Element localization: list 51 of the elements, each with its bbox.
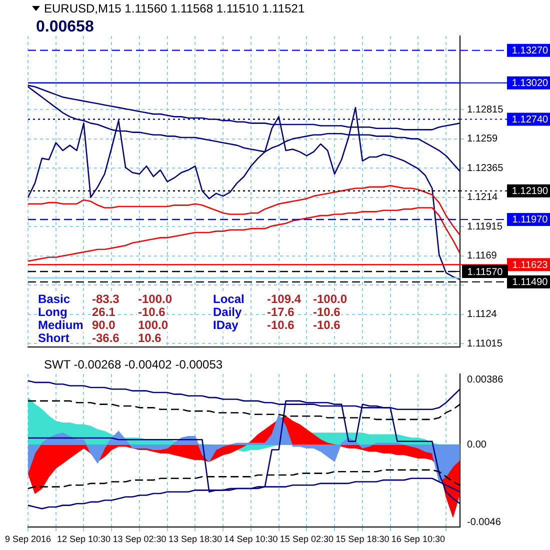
y-tick-label: 0.00 (467, 439, 487, 450)
annotation: Long (38, 304, 68, 319)
y-tick-label: 1.1259 (467, 134, 498, 145)
annotation: -17.6 (267, 304, 295, 319)
annotation: Short (38, 330, 70, 345)
annotation: IDay (213, 318, 239, 332)
annotation: -36.6 (92, 330, 120, 345)
annotation: -100.0 (313, 292, 348, 306)
ref-line-label: 1.11490 (512, 277, 548, 288)
chart-subtitle: 0.00658 (36, 18, 94, 36)
ref-line-label: 1.11623 (512, 260, 548, 271)
y-tick-label: 1.12815 (467, 104, 504, 116)
chart-title: EURUSD,M15 1.11560 1.11568 1.11510 1.11521 (44, 1, 305, 16)
annotation: -10.6 (313, 318, 341, 332)
annotation: 100.0 (138, 318, 168, 332)
y-tick-label: 1.1169 (467, 250, 498, 262)
x-tick-label: 16 Sep 10:30 (391, 534, 445, 544)
annotation: -100.0 (138, 292, 172, 306)
chart-title: SWT -0.00268 -0.00402 -0.00053 (44, 357, 223, 372)
ref-line-label: 1.13020 (512, 78, 549, 90)
x-tick-label: 15 Sep 18:30 (336, 534, 390, 544)
annotation: -109.4 (267, 292, 302, 306)
annotation: Local (213, 292, 244, 306)
annotation: -10.6 (138, 304, 166, 319)
ref-line-label: 1.11970 (512, 214, 548, 226)
annotation: 26.1 (92, 304, 116, 319)
x-tick-label: 13 Sep 02:30 (112, 534, 166, 544)
y-tick-label: 0.00386 (467, 374, 504, 386)
ref-line-label: 1.12740 (512, 114, 549, 126)
x-tick-label: 13 Sep 18:30 (168, 534, 222, 544)
annotation: 10.6 (138, 330, 162, 345)
x-tick-label: 9 Sep 2016 (4, 534, 52, 544)
y-tick-label: -0.0046 (467, 516, 502, 528)
y-tick-label: 1.11915 (467, 221, 503, 232)
y-tick-label: 1.1124 (467, 309, 498, 320)
y-tick-label: 1.12365 (467, 162, 504, 174)
annotation: -10.6 (267, 318, 295, 332)
annotation: 90.0 (92, 318, 116, 332)
x-tick-label: 12 Sep 10:30 (56, 534, 111, 544)
annotation: -83.3 (92, 292, 120, 306)
annotation: Daily (213, 304, 242, 319)
annotation: Medium (38, 318, 84, 332)
x-tick-label: 14 Sep 10:30 (224, 534, 278, 544)
ref-line-label: 1.13270 (512, 46, 549, 57)
y-tick-label: 1.1214 (467, 192, 498, 204)
ref-line-label: 1.11570 (467, 266, 504, 278)
annotation: -10.6 (313, 304, 341, 319)
x-tick-label: 15 Sep 02:30 (280, 534, 334, 544)
ref-line-label: 1.12190 (512, 186, 549, 198)
y-tick-label: 1.11015 (467, 338, 503, 350)
annotation: Basic (38, 292, 70, 306)
